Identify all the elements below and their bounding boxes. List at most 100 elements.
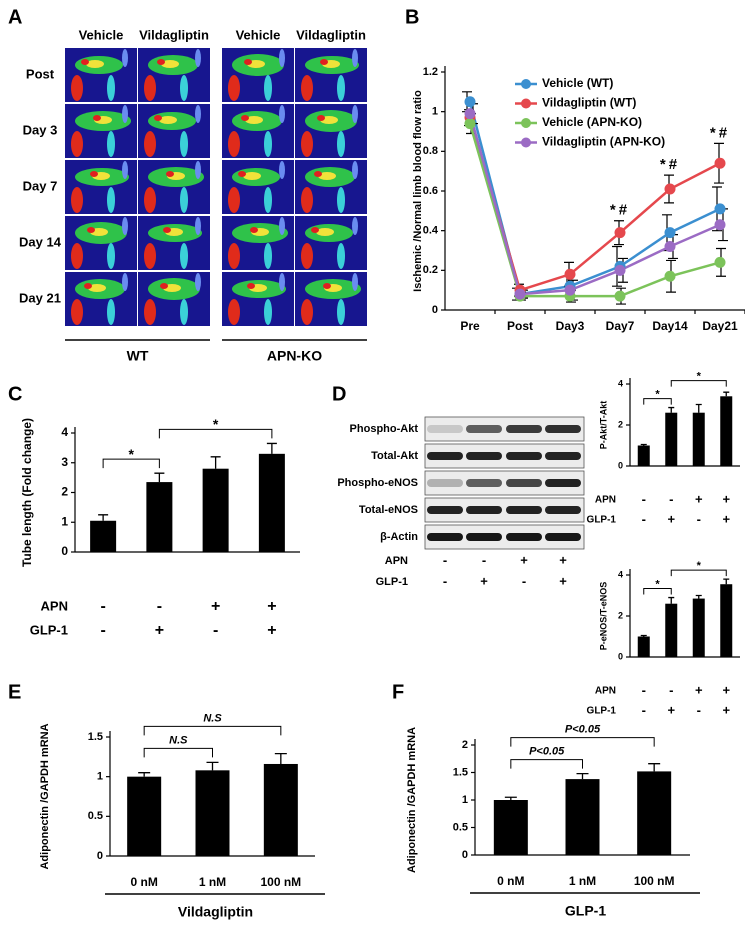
perfusion-leg bbox=[122, 217, 128, 235]
perfusion-blob bbox=[314, 171, 322, 177]
y-axis-label: Ischemic /Normal limb blood flow ratio bbox=[412, 90, 424, 292]
perfusion-leg bbox=[107, 187, 115, 213]
significance-label: * bbox=[655, 578, 660, 590]
y-tick-label: 1 bbox=[61, 514, 68, 528]
x-tick-label: Day7 bbox=[606, 319, 635, 333]
y-tick-label: 4 bbox=[618, 378, 623, 388]
x-tick-label: Pre bbox=[460, 319, 480, 333]
perfusion-blob bbox=[238, 171, 246, 177]
y-tick-label: 0.2 bbox=[423, 264, 438, 276]
row-label: Day 21 bbox=[19, 290, 61, 305]
perfusion-leg bbox=[264, 131, 272, 157]
condition-value: - bbox=[642, 682, 646, 697]
data-point bbox=[614, 264, 626, 276]
blot-label: Phospho-Akt bbox=[350, 423, 419, 435]
legend-marker bbox=[521, 79, 531, 89]
y-tick-label: 1.5 bbox=[88, 731, 103, 743]
condition-value: + bbox=[695, 491, 703, 506]
x-axis-label: GLP-1 bbox=[565, 903, 606, 919]
condition-name: APN bbox=[595, 495, 616, 506]
data-point bbox=[614, 227, 626, 239]
y-tick-label: 2 bbox=[618, 419, 623, 429]
y-tick-label: 0.6 bbox=[423, 185, 438, 197]
perfusion-leg bbox=[264, 187, 272, 213]
blot-band bbox=[545, 452, 581, 460]
group-label: WT bbox=[127, 348, 149, 364]
perfusion-leg bbox=[337, 187, 345, 213]
perfusion-leg bbox=[144, 131, 156, 157]
y-tick-label: 1 bbox=[432, 106, 438, 118]
data-point bbox=[714, 157, 726, 169]
perfusion-leg bbox=[144, 299, 156, 325]
y-tick-label: 4 bbox=[61, 425, 68, 439]
perfusion-leg bbox=[122, 105, 128, 123]
bar bbox=[195, 770, 230, 856]
significance-label: * bbox=[697, 370, 702, 382]
significance-bracket bbox=[670, 380, 727, 387]
condition-value: + bbox=[559, 573, 567, 588]
significance-label: N.S bbox=[203, 712, 222, 724]
data-point bbox=[714, 203, 726, 215]
series-line bbox=[468, 101, 721, 296]
perfusion-leg bbox=[279, 161, 285, 179]
perfusion-blob bbox=[320, 59, 328, 65]
condition-value: + bbox=[722, 702, 730, 717]
significance-bracket bbox=[143, 725, 282, 736]
perfusion-blob bbox=[318, 172, 336, 180]
blot-band bbox=[427, 533, 463, 541]
blot-band bbox=[466, 533, 502, 541]
perfusion-blob bbox=[81, 59, 89, 65]
blot-band bbox=[427, 479, 463, 487]
condition-name: GLP-1 bbox=[587, 515, 617, 526]
data-point bbox=[614, 290, 626, 302]
row-label: Day 14 bbox=[19, 234, 62, 249]
condition-value: - bbox=[669, 682, 673, 697]
perfusion-leg bbox=[180, 131, 188, 157]
condition-value: + bbox=[722, 491, 730, 506]
perfusion-leg bbox=[195, 105, 201, 123]
bar bbox=[127, 776, 162, 856]
blot-band bbox=[506, 452, 542, 460]
condition-value: - bbox=[157, 598, 162, 615]
blot-band bbox=[466, 452, 502, 460]
bar bbox=[146, 482, 173, 552]
data-point bbox=[564, 268, 576, 280]
condition-name: GLP-1 bbox=[376, 576, 408, 588]
y-tick-label: 0 bbox=[432, 304, 438, 316]
y-axis-label: P-Akt/T-Akt bbox=[598, 401, 608, 450]
perfusion-leg bbox=[144, 75, 156, 101]
bar bbox=[90, 520, 117, 552]
condition-value: + bbox=[480, 573, 488, 588]
y-tick-label: 0 bbox=[618, 460, 623, 470]
error-bar bbox=[640, 634, 647, 637]
perfusion-blob bbox=[84, 283, 92, 289]
bar bbox=[665, 603, 678, 657]
condition-value: + bbox=[211, 598, 220, 615]
perfusion-blob bbox=[245, 116, 263, 124]
significance-bracket bbox=[510, 737, 655, 747]
condition-value: + bbox=[722, 682, 730, 697]
perfusion-leg bbox=[195, 49, 201, 67]
y-tick-label: 2 bbox=[462, 739, 468, 751]
perfusion-leg bbox=[180, 187, 188, 213]
row-label: Post bbox=[26, 66, 55, 81]
perfusion-leg bbox=[352, 105, 358, 123]
blot-band bbox=[466, 479, 502, 487]
error-bar bbox=[210, 456, 221, 469]
perfusion-leg bbox=[352, 273, 358, 291]
perfusion-leg bbox=[337, 243, 345, 269]
y-axis-label: Adiponectin /GAPDH mRNA bbox=[39, 723, 51, 869]
perfusion-leg bbox=[71, 299, 83, 325]
perfusion-blob bbox=[88, 284, 106, 292]
y-tick-label: 0.8 bbox=[423, 145, 438, 157]
significance-label: N.S bbox=[169, 734, 188, 746]
panel-letter: E bbox=[8, 681, 21, 703]
legend-label: Vehicle (WT) bbox=[542, 76, 613, 90]
blot-band bbox=[545, 506, 581, 514]
blot-band bbox=[427, 452, 463, 460]
error-bar bbox=[648, 763, 661, 772]
perfusion-leg bbox=[279, 273, 285, 291]
condition-name: APN bbox=[385, 555, 408, 567]
y-tick-label: 1 bbox=[97, 771, 103, 783]
perfusion-leg bbox=[228, 299, 240, 325]
